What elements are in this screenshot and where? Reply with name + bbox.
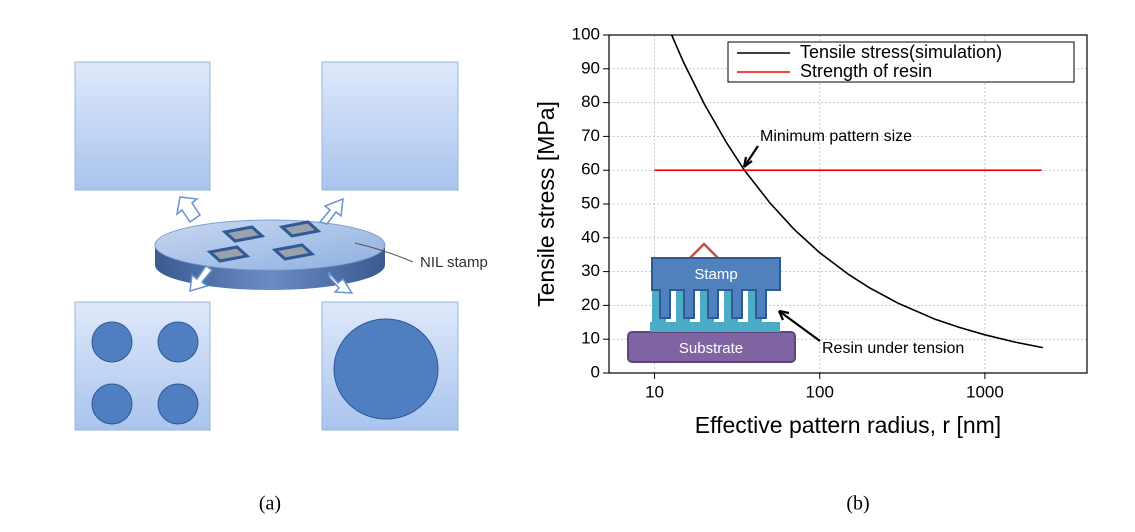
- y-tick-label: 40: [581, 227, 600, 246]
- annotation-arrow: [777, 309, 821, 342]
- annotation: Resin under tension: [822, 340, 964, 357]
- x-tick-label: 10: [645, 382, 664, 401]
- y-tick-label: 0: [591, 362, 600, 381]
- inset-label: Substrate: [679, 340, 743, 357]
- y-tick-label: 60: [581, 160, 600, 179]
- leader: [354, 242, 414, 263]
- arrows: [175, 196, 354, 294]
- caption: (b): [846, 493, 869, 515]
- y-tick-label: 50: [581, 193, 600, 212]
- disk-side: [155, 245, 385, 290]
- stamp-label: NIL stamp: [420, 254, 488, 271]
- pattern-dot: [157, 383, 199, 425]
- inset-label: Stamp: [694, 266, 737, 283]
- pattern-dot: [91, 321, 133, 363]
- pattern-square: [74, 61, 211, 191]
- legend-label: Strength of resin: [800, 61, 932, 81]
- annotation-arrow: [742, 145, 759, 168]
- y-axis-label: Tensile stress [MPa]: [533, 101, 559, 307]
- y-tick-label: 70: [581, 126, 600, 145]
- x-tick-label: 1000: [966, 382, 1004, 401]
- legend-box: [727, 41, 1075, 83]
- y-tick-label: 80: [581, 92, 600, 111]
- x-tick-label: 100: [806, 382, 834, 401]
- x-axis-label: Effective pattern radius, r [nm]: [695, 412, 1001, 438]
- pattern-dot: [333, 318, 439, 420]
- plot-frame: [608, 34, 1088, 374]
- y-tick-label: 10: [581, 329, 600, 348]
- pattern-dot: [157, 321, 199, 363]
- legend-label: Tensile stress(simulation): [800, 42, 1002, 62]
- pattern-dot: [91, 383, 133, 425]
- disk-top: [154, 219, 386, 271]
- y-tick-label: 90: [581, 58, 600, 77]
- series-line: [670, 34, 1043, 349]
- y-tick-label: 20: [581, 295, 600, 314]
- y-tick-label: 100: [572, 24, 600, 43]
- panel-b: 0 10 20 30 40 50 60 70 80 90 100 10 100 1000 Effective…: [533, 24, 1088, 515]
- chips: [206, 220, 322, 263]
- resin-base: [650, 322, 780, 332]
- pattern-square: [321, 61, 459, 191]
- caption: (a): [259, 493, 281, 515]
- y-tick-label: 30: [581, 261, 600, 280]
- panel-a: NIL stamp (a): [74, 61, 488, 515]
- annotation: Minimum pattern size: [760, 128, 912, 145]
- stamp: [651, 257, 781, 319]
